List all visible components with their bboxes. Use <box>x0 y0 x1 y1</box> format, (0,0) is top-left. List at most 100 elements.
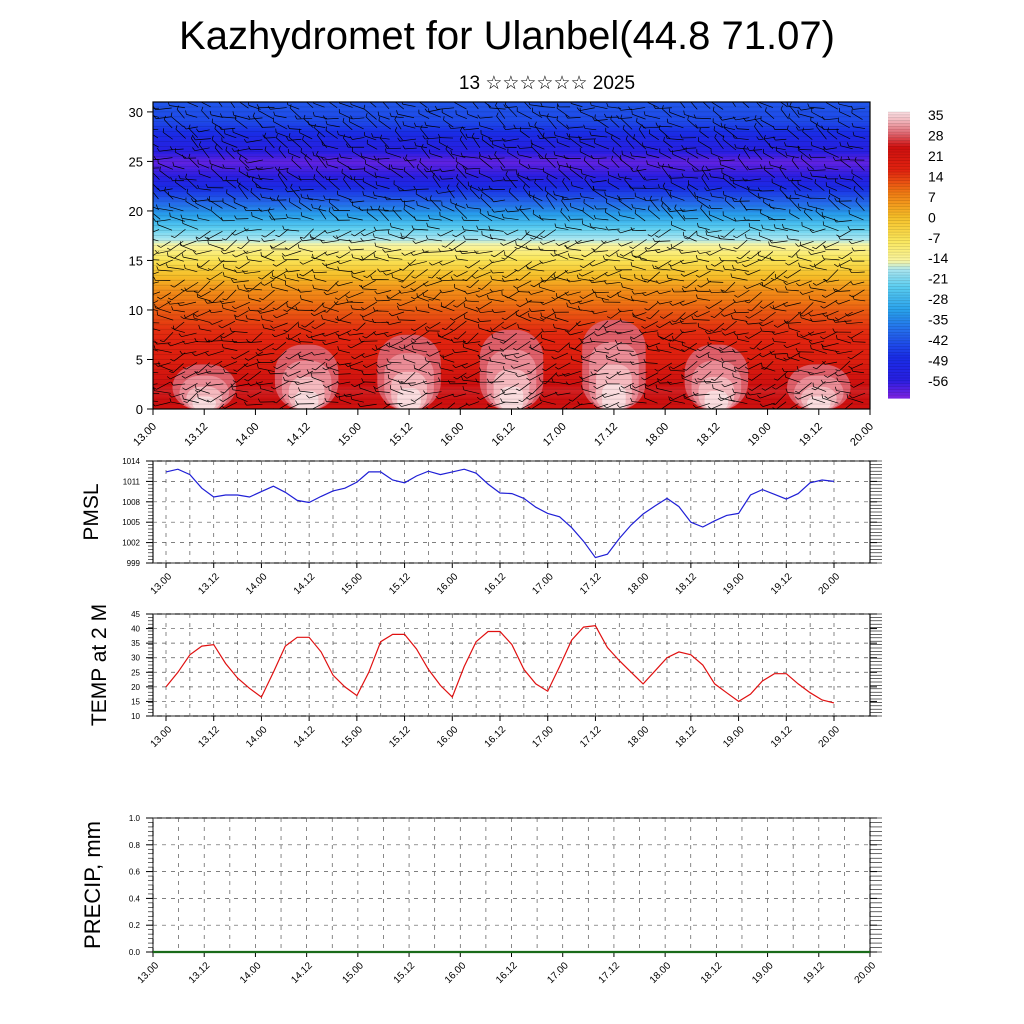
colorbar-swatch <box>888 315 910 319</box>
wind-barb-flag <box>234 115 237 120</box>
wind-barb-flag <box>377 268 381 273</box>
wind-barb <box>673 361 686 370</box>
wind-barb <box>470 279 480 288</box>
wind-barb <box>774 330 789 335</box>
wind-barb-flag <box>628 106 632 111</box>
wind-barb-flag <box>821 116 825 120</box>
x-tick-label: 14.12 <box>285 421 313 449</box>
wind-barb-flag <box>260 193 263 198</box>
wind-barb <box>262 126 275 128</box>
wind-barb <box>720 247 737 252</box>
wind-barb-flag <box>551 377 554 382</box>
wind-barb-flag <box>374 297 377 302</box>
wind-barb-flag <box>423 390 426 395</box>
wind-barb <box>425 391 442 395</box>
wind-barb <box>762 366 776 372</box>
wind-barb <box>748 362 762 370</box>
temperature-band <box>153 191 870 195</box>
wind-barb <box>542 279 556 282</box>
wind-barb-flag <box>295 400 298 405</box>
wind-barb-flag <box>821 254 824 259</box>
wind-barb-flag <box>233 314 238 318</box>
wind-barb <box>579 309 595 313</box>
wind-barb <box>211 332 225 343</box>
wind-barb <box>824 150 839 158</box>
wind-barb <box>322 240 340 244</box>
wind-barb <box>731 179 748 182</box>
wind-barb-flag <box>540 334 543 339</box>
wind-barb-flag <box>850 384 854 388</box>
wind-barb-flag <box>182 366 187 370</box>
wind-barb <box>297 309 313 311</box>
wind-barb-flag <box>732 299 736 303</box>
wind-barb <box>441 112 454 119</box>
wind-barb <box>235 251 249 258</box>
wind-barb <box>233 131 249 139</box>
wind-barb <box>674 208 686 221</box>
wind-barb-flag <box>663 136 665 141</box>
wind-barb-flag <box>207 239 209 244</box>
wind-barb-flag <box>414 122 417 127</box>
wind-barb <box>788 259 799 266</box>
wind-barb-flag <box>853 185 856 190</box>
wind-barb <box>823 348 840 353</box>
wind-barb <box>800 245 815 252</box>
wind-barb <box>381 403 391 409</box>
wind-barb-flag <box>310 313 315 317</box>
wind-barb-flag <box>618 243 622 247</box>
wind-barb-flag <box>714 133 717 138</box>
wind-barb <box>754 126 764 139</box>
wind-barb <box>682 209 697 212</box>
wind-barb-flag <box>411 276 416 279</box>
wind-barb <box>413 342 430 345</box>
wind-barb-flag <box>478 121 481 126</box>
wind-barb-flag <box>553 323 555 328</box>
wind-barb-flag <box>162 128 165 133</box>
wind-barb <box>453 341 466 343</box>
wind-barb <box>641 330 658 334</box>
wind-barb <box>263 239 276 242</box>
wind-barb-flag <box>207 268 212 271</box>
wind-barb-flag <box>525 245 529 250</box>
wind-barb-flag <box>583 156 586 161</box>
wind-barb <box>840 178 853 181</box>
wind-barb <box>641 259 658 263</box>
wind-barb-flag <box>428 298 433 301</box>
wind-barb <box>173 279 185 288</box>
wind-barb-flag <box>313 174 316 179</box>
wind-barb <box>496 116 506 128</box>
wind-barb-flag <box>754 115 757 120</box>
wind-barb-flag <box>243 363 247 367</box>
wind-barb <box>386 269 402 276</box>
wind-barb-flag <box>372 307 376 311</box>
wind-barb-flag <box>167 191 170 196</box>
wind-barb-flag <box>696 348 701 352</box>
wind-barb <box>532 382 544 395</box>
wind-barb-flag <box>201 106 204 111</box>
colorbar-swatch <box>888 217 910 222</box>
wind-barb <box>492 259 505 264</box>
wind-barb <box>214 147 225 160</box>
wind-barb-flag <box>178 174 181 179</box>
wind-barb-flag <box>171 327 176 330</box>
wind-barb-flag <box>489 234 492 239</box>
temperature-band <box>153 201 870 205</box>
wind-barb-flag <box>463 314 466 319</box>
wind-barb <box>554 352 569 360</box>
wind-barb-flag <box>541 394 545 398</box>
wind-barb <box>544 157 556 169</box>
wind-barb <box>687 230 698 240</box>
wind-barb <box>569 347 582 352</box>
wind-barb-flag <box>478 324 480 329</box>
wind-barb-flag <box>260 282 265 286</box>
wind-barb-flag <box>502 126 506 130</box>
wind-barb <box>198 144 210 159</box>
wind-barb-flag <box>718 348 722 353</box>
wind-barb-flag <box>464 290 468 295</box>
x-tick-label: 20.00 <box>853 960 879 986</box>
temperature-band <box>153 260 870 264</box>
wind-barb <box>622 154 635 160</box>
wind-barb-flag <box>453 305 458 308</box>
wind-barb-flag <box>449 317 454 321</box>
wind-barb-flag <box>513 347 517 351</box>
